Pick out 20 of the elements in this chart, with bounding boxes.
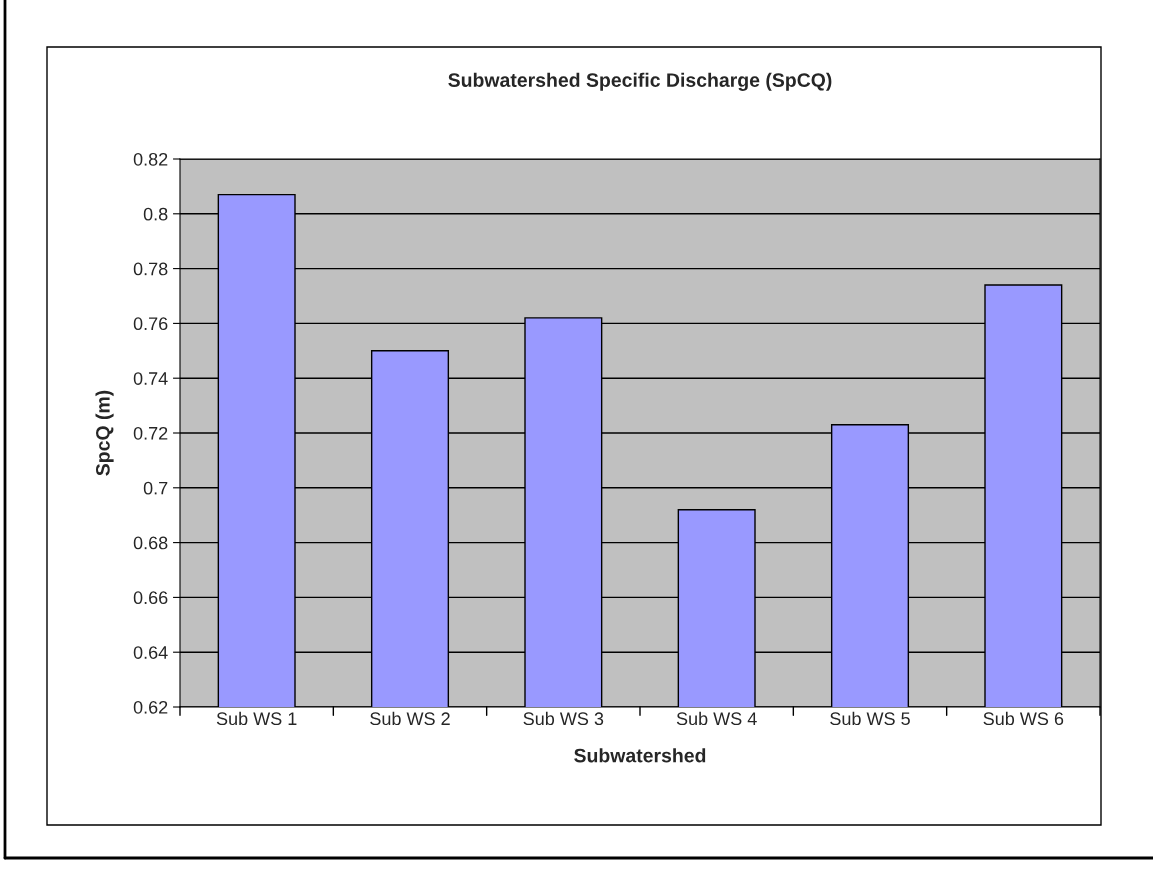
y-tick-label: 0.64: [133, 646, 168, 659]
y-tick-label: 0.72: [133, 426, 168, 440]
x-tick-label: Sub WS 3: [523, 711, 604, 726]
x-tick-label: Sub WS 5: [830, 711, 910, 726]
y-tick-label: 0.62: [133, 700, 168, 714]
y-tick-label: 0.8: [143, 207, 168, 221]
y-tick-label: 0.66: [133, 591, 168, 605]
y-tick-label: 0.76: [133, 317, 168, 331]
x-tick-label: Sub WS 6: [983, 711, 1064, 726]
y-tick-label: 0.78: [133, 262, 168, 276]
y-tick-label: 0.74: [133, 372, 168, 385]
y-tick-label: 0.68: [133, 536, 168, 550]
y-tick-label: 0.82: [133, 152, 168, 166]
x-tick-label: Sub WS 1: [216, 711, 297, 726]
x-tick-label: Sub WS 2: [370, 711, 450, 726]
chart-title: Subwatershed Specific Discharge (SpCQ): [448, 72, 832, 91]
x-axis-title: Subwatershed: [574, 748, 706, 763]
x-tick-label: Sub WS 4: [676, 711, 757, 726]
y-tick-label: 0.7: [143, 481, 168, 495]
y-axis-title: SpcQ (m): [95, 390, 114, 476]
